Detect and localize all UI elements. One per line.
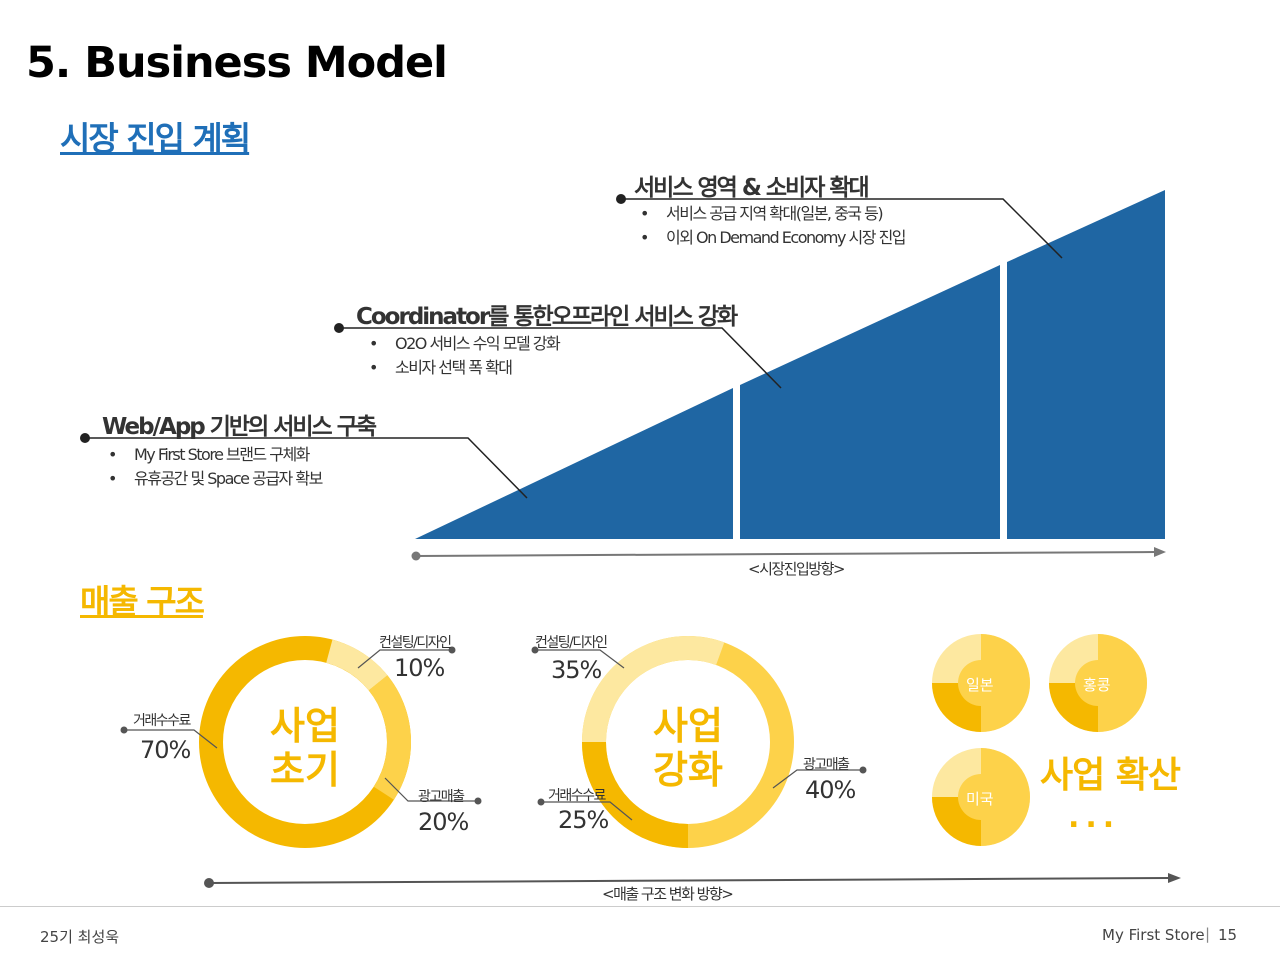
leader-dot-phase2 [334,323,344,333]
revenue-diagram [120,634,1181,888]
stage-initial-center-line1: 사업 [270,704,340,748]
footer-author: 25기 최성욱 [40,928,120,946]
leader-phase1 [85,437,528,499]
bullet-mark: • [108,445,117,464]
stage-strengthen-center-line2: 강화 [653,748,723,792]
pie-usa [932,748,1030,846]
phase2-bullet-2: • 소비자 선택 폭 확대 [369,356,513,380]
initial-ads-label: 광고매출 [418,789,465,805]
bullet-mark: • [640,204,649,223]
growth-area-phase3 [1007,190,1165,539]
market-axis-start-dot [411,551,421,561]
initial-consulting-label: 컨설팅/디자인 [379,635,452,651]
phase2-bullet-1: • O2O 서비스 수익 모델 강화 [369,332,561,356]
bullet-mark: • [108,469,117,488]
strengthen-consulting-label: 컨설팅/디자인 [535,635,608,651]
phase1-bullet-2: • 유휴공간 및 Space 공급자 확보 [108,467,323,491]
callout-dot [448,646,456,654]
bullet-mark: • [369,358,378,377]
phase1-title: Web/App 기반의 서비스 구축 [102,414,377,440]
phase3-bullet-2: • 이외 On Demand Economy 시장 진입 [640,226,907,250]
country-japan-label: 일본 [966,676,994,694]
donut-strengthen-commission [582,636,794,848]
leader-phase3 [621,198,1063,259]
callout-initial-consulting [357,649,452,669]
initial-commission-value: 70% [140,736,191,764]
revenue-axis-arrowhead [1168,873,1181,883]
expansion-label: 사업 확산 [1040,755,1181,796]
market-axis-arrow [415,551,1157,557]
revenue-axis-arrow [208,877,1171,884]
bullet-mark: • [640,228,649,247]
callout-strengthen-commission [541,801,633,821]
section-title-revenue: 매출 구조 [80,582,205,621]
strengthen-ads-value: 40% [805,776,856,804]
leader-dot-phase1 [80,433,90,443]
phase1-bullet-1: • My First Store 브랜드 구체화 [108,443,310,467]
strengthen-commission-value: 25% [558,806,609,834]
callout-dot [531,646,539,654]
callout-initial-ads [384,777,478,802]
footer-brand: My First Store [1102,926,1205,944]
stage-strengthen-center-line1: 사업 [653,704,723,748]
growth-area-phase2 [740,265,1000,539]
footer-separator: | [1205,925,1211,943]
market-axis-arrowhead [1154,547,1166,557]
callout-dot [474,797,482,805]
strengthen-consulting-value: 35% [551,656,602,684]
revenue-axis-label: <매출 구조 변화 방향> [602,885,734,903]
callout-initial-commission [124,729,218,749]
stage-initial-center-line2: 초기 [270,748,340,792]
initial-ads-value: 20% [418,808,469,836]
initial-commission-label: 거래수수료 [133,713,191,729]
callout-dot [859,766,867,774]
callout-dot [120,726,128,734]
market-axis-label: <시장진입방향> [748,560,845,578]
page-title: 5. Business Model [26,38,448,88]
leader-dot-phase3 [616,194,626,204]
pie-japan [932,634,1030,732]
bullet-mark: • [369,334,378,353]
revenue-axis-start-dot [204,878,214,888]
market-entry-diagram [80,190,1166,561]
callout-dot [537,798,545,806]
initial-consulting-value: 10% [394,654,445,682]
country-hongkong-label: 홍콩 [1083,676,1111,694]
callout-strengthen-consulting [535,649,625,669]
footer-divider [0,906,1280,907]
donut-stage-strengthen [581,636,794,848]
growth-area-phase1 [415,388,733,539]
page-number: 15 [1218,926,1238,944]
pie-hongkong [1049,634,1147,732]
phase2-title: Coordinator를 통한오프라인 서비스 강화 [356,304,738,330]
expansion-ellipsis: ... [1068,800,1121,835]
section-title-market-entry: 시장 진입 계획 [60,119,251,158]
strengthen-ads-label: 광고매출 [803,757,850,773]
callout-strengthen-ads [772,769,863,789]
phase3-bullet-1: • 서비스 공급 지역 확대(일본, 중국 등) [640,202,884,226]
donut-initial-ads [199,636,411,848]
phase3-title: 서비스 영역 & 소비자 확대 [634,175,870,201]
country-usa-label: 미국 [966,790,994,808]
strengthen-commission-label: 거래수수료 [548,788,606,804]
leader-phase2 [339,327,782,389]
donut-stage-initial [199,636,411,848]
